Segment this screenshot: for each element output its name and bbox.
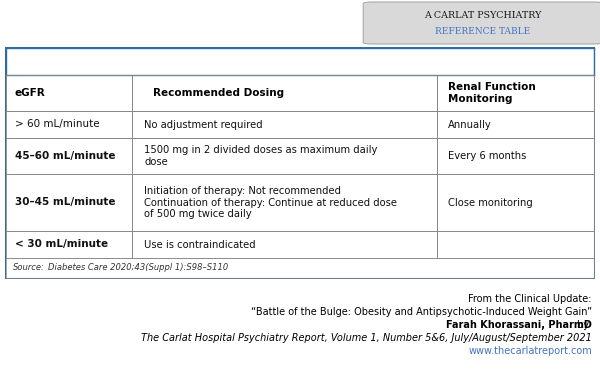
Text: Close monitoring: Close monitoring (448, 197, 533, 207)
Text: Source:: Source: (13, 263, 45, 273)
Text: Metformin Dosing: Renal Impairment: Metformin Dosing: Renal Impairment (161, 55, 439, 68)
Text: REFERENCE TABLE: REFERENCE TABLE (436, 27, 530, 36)
Text: From the Clinical Update:: From the Clinical Update: (469, 294, 592, 304)
Text: Renal Function
Monitoring: Renal Function Monitoring (448, 82, 536, 104)
FancyBboxPatch shape (363, 2, 600, 44)
Text: 1500 mg in 2 divided doses as maximum daily
dose: 1500 mg in 2 divided doses as maximum da… (144, 145, 377, 167)
Text: eGFR: eGFR (15, 88, 46, 98)
Text: 45–60 mL/minute: 45–60 mL/minute (15, 151, 115, 161)
Text: “Battle of the Bulge: Obesity and Antipsychotic-Induced Weight Gain”: “Battle of the Bulge: Obesity and Antips… (251, 307, 592, 317)
Text: Annually: Annually (448, 119, 492, 129)
Text: No adjustment required: No adjustment required (144, 119, 263, 129)
Text: Recommended Dosing: Recommended Dosing (154, 88, 284, 98)
Text: > 60 mL/minute: > 60 mL/minute (15, 119, 100, 129)
Text: by: by (577, 320, 592, 330)
Text: 30–45 mL/minute: 30–45 mL/minute (15, 197, 115, 207)
Text: A CARLAT PSYCHIATRY: A CARLAT PSYCHIATRY (424, 11, 542, 20)
Text: The Carlat Hospital Psychiatry Report, Volume 1, Number 5&6, July/August/Septemb: The Carlat Hospital Psychiatry Report, V… (141, 333, 592, 343)
Text: Every 6 months: Every 6 months (448, 151, 526, 161)
Text: Initiation of therapy: Not recommended
Continuation of therapy: Continue at redu: Initiation of therapy: Not recommended C… (144, 186, 397, 219)
Text: www.thecarlatreport.com: www.thecarlatreport.com (468, 346, 592, 356)
Text: < 30 mL/minute: < 30 mL/minute (15, 239, 108, 250)
Text: Use is contraindicated: Use is contraindicated (144, 239, 256, 250)
Text: Diabetes Care 2020;43(Suppl 1):S98–S110: Diabetes Care 2020;43(Suppl 1):S98–S110 (49, 263, 229, 273)
Text: Farah Khorassani, PharmD: Farah Khorassani, PharmD (446, 320, 592, 330)
